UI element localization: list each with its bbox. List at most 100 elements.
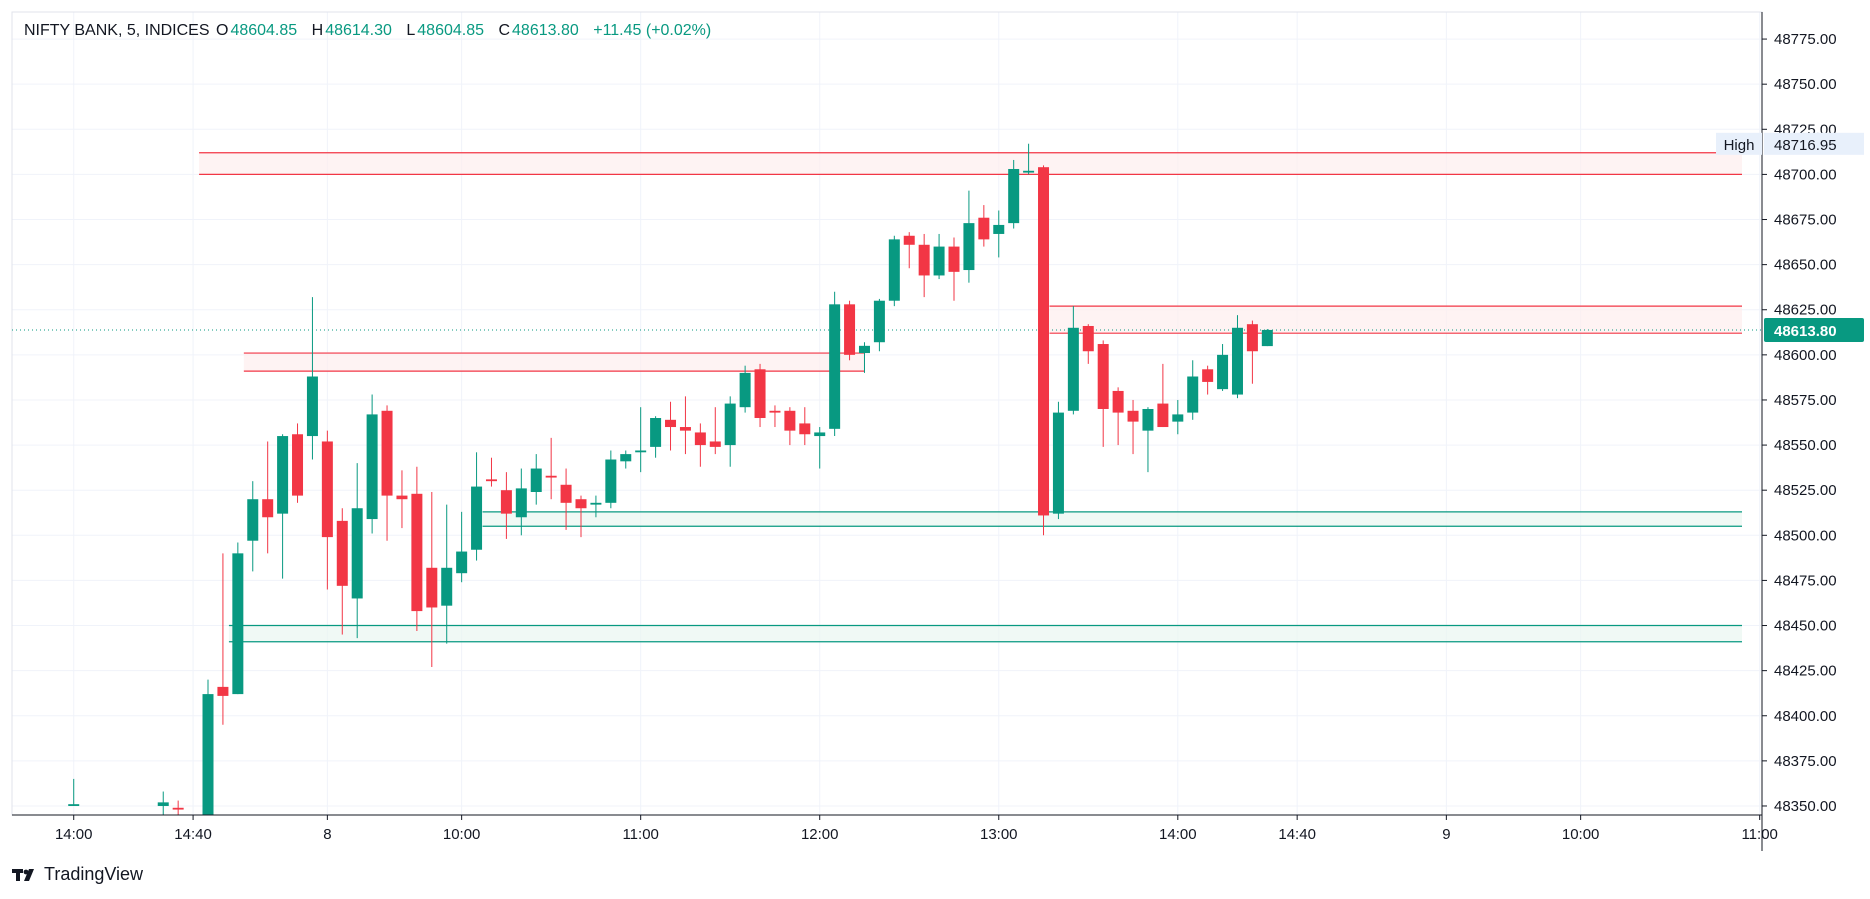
candle [217,553,229,725]
price-tick-label: 48475.00 [1774,572,1837,589]
candle-body-down [292,434,304,496]
candle-body-up [157,802,169,806]
candle-body-down [1112,390,1124,413]
candle-body-down [336,520,348,586]
candle-body-down [321,441,333,538]
candle [1112,387,1124,446]
price-tick-label: 48450.00 [1774,618,1837,635]
price-tick-label: 48525.00 [1774,482,1837,499]
time-tick-label: 11:00 [622,826,658,843]
time-tick-label: 14:40 [174,826,212,843]
candle-body-up [724,403,736,446]
candle-body-down [1082,325,1094,352]
candle [739,365,751,413]
candle [500,472,512,539]
candle [799,407,811,446]
candle [1187,360,1199,420]
candle-body-down [485,479,497,482]
candle-body-up [247,499,259,541]
candle [858,342,870,373]
plot-border [11,11,1763,816]
candle-body-up [1172,414,1184,422]
candle-body-up [1067,327,1079,411]
candle [903,232,915,269]
candle-body-up [739,372,751,408]
candle-body-up [829,304,841,429]
open-label: O [215,22,229,39]
price-tick-label: 48625.00 [1774,302,1837,319]
candle [172,800,184,815]
candle [1023,143,1035,175]
candle-body-down [411,493,423,612]
candle [456,511,468,583]
candle-body-up [515,488,527,518]
price-tick-label: 48400.00 [1774,708,1837,725]
price-tick-label: 48375.00 [1774,753,1837,770]
candle-body-down [396,495,408,500]
chart-grid [11,11,1763,816]
candle-body-down [694,432,706,446]
candle-body-down [665,419,677,428]
candle [620,450,632,469]
candle-body-up [1187,376,1199,413]
low-value: 48604.85 [417,22,485,39]
candle [157,791,169,815]
last-price-tag [1764,317,1864,342]
candle [590,495,602,518]
price-tick-label: 48600.00 [1774,347,1837,364]
close-value: 48613.80 [512,22,579,39]
candle-body-up [620,454,632,462]
candle [665,401,677,451]
candle [1246,320,1258,384]
candle-body-down [978,217,990,240]
candle [724,396,736,467]
candle-body-up [933,246,945,276]
candle-body-up [68,804,80,806]
candle-body-up [605,459,617,503]
candle [709,407,721,455]
tradingview-brand[interactable]: TradingView [12,864,143,885]
candle-body-up [650,418,662,447]
candle [411,466,423,631]
candle-body-up [456,551,468,574]
candle-body-down [784,410,796,431]
candle-body-down [948,246,960,272]
close-label: C [498,22,511,39]
low-label: L [406,22,416,39]
candle-body-up [232,553,244,695]
resistance-zone [243,353,865,372]
candle [68,778,80,806]
candle-body-up [366,414,378,520]
candle-body-up [993,224,1005,234]
candle [1008,159,1020,229]
candle [635,407,647,473]
candle-body-up [635,450,647,453]
open-value: 48604.85 [230,22,298,39]
candle [441,504,453,644]
candle [918,233,930,298]
price-tick-label: 48500.00 [1774,527,1837,544]
candle [426,491,438,668]
candle [1157,363,1169,428]
candle-body-down [1157,403,1169,428]
change-value: +11.45 (+0.02%) [593,22,712,39]
candle [844,300,856,361]
price-tick-label: 48675.00 [1774,212,1837,229]
candle-body-up [1052,412,1064,514]
candle-body-up [1231,327,1243,395]
candle [515,468,527,536]
price-tick-label: 48775.00 [1774,31,1837,48]
candle-body-down [1202,369,1214,382]
time-tick-label: 13:00 [980,826,1018,843]
candle [1052,401,1064,520]
candle [471,452,483,561]
candle [306,297,318,460]
candle [948,237,960,301]
high-marker-value: 48716.95 [1774,137,1837,154]
candle-body-up [963,223,975,271]
symbol-label[interactable]: NIFTY BANK, 5, INDICES [24,22,210,39]
price-tick-label: 48425.00 [1774,663,1837,680]
time-tick-label: 14:00 [1159,826,1197,843]
zones-layer [12,152,1762,643]
